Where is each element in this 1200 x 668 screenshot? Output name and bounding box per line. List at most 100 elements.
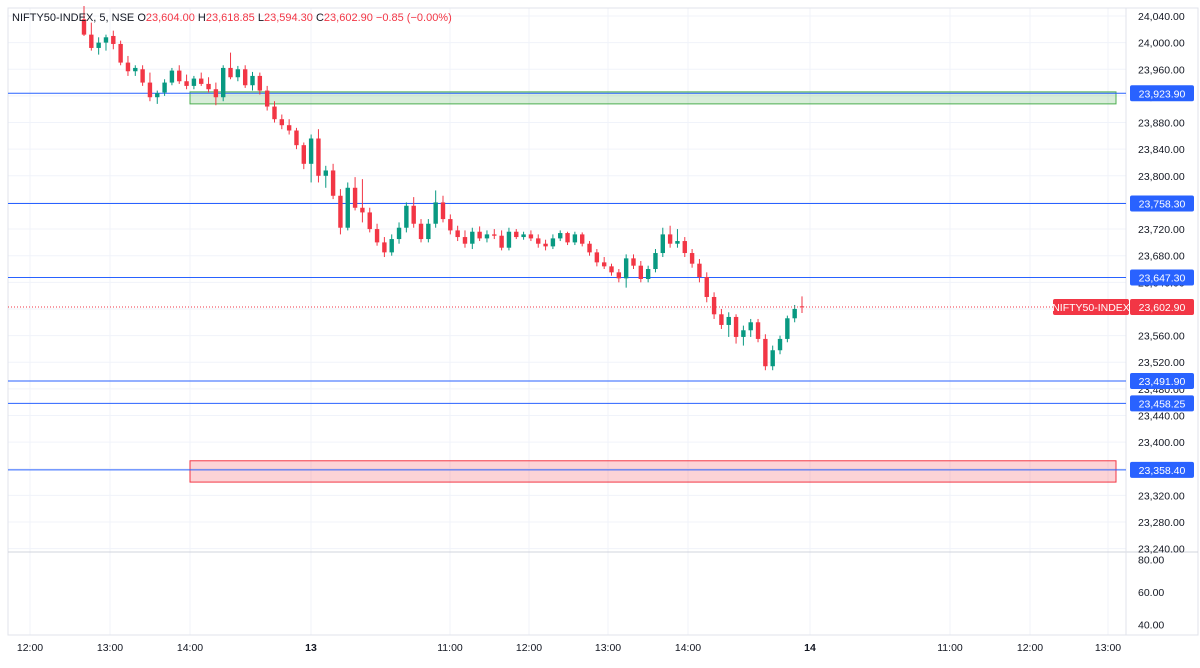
- candle-body: [213, 89, 219, 98]
- candle-body: [272, 106, 277, 120]
- candle-body: [235, 69, 241, 78]
- candle-body: [528, 234, 534, 239]
- candle-body: [792, 308, 797, 319]
- candle-body: [103, 37, 109, 43]
- time-tick-label: 14: [804, 642, 816, 654]
- supply-zone: [189, 91, 1117, 105]
- candle-body: [118, 43, 123, 63]
- candle-body: [506, 231, 512, 248]
- candle-body: [763, 338, 768, 367]
- candle-body: [382, 242, 387, 253]
- candle-body: [484, 234, 490, 239]
- symbol-legend: NIFTY50-INDEX, 5, NSE O23,604.00 H23,618…: [12, 12, 452, 24]
- candle-body: [550, 238, 556, 247]
- candle-body: [587, 243, 592, 253]
- candle-body: [572, 234, 578, 243]
- open-key: O: [137, 12, 146, 24]
- candle-body: [675, 241, 680, 244]
- candle-body: [777, 338, 783, 351]
- candle-body: [594, 252, 600, 263]
- candle-body: [770, 350, 775, 367]
- candle-body: [521, 234, 526, 238]
- price-tick-label: 23,320.00: [1138, 490, 1185, 502]
- candle-body: [411, 205, 416, 224]
- candle-body: [396, 227, 402, 240]
- current-price-tag-label: 23,602.90: [1139, 302, 1186, 314]
- price-tag-label: 23,491.90: [1139, 376, 1186, 388]
- candle-body: [374, 229, 380, 243]
- time-tick-label: 13:00: [595, 642, 621, 654]
- candle-body: [462, 237, 468, 244]
- candle-body: [279, 119, 285, 126]
- price-tag: [1130, 461, 1194, 478]
- candle-body: [316, 138, 321, 176]
- candle-body: [199, 78, 204, 84]
- symbol-price-tag-label: NIFTY50-INDEX: [1052, 302, 1130, 314]
- candle-body: [404, 205, 409, 228]
- close-key: C: [315, 12, 324, 24]
- price-tag-label: 23,923.90: [1139, 88, 1186, 100]
- candle-body: [133, 67, 138, 72]
- candle-body: [286, 125, 292, 131]
- candle-body: [338, 195, 343, 228]
- time-tick-label: 14:00: [177, 642, 203, 654]
- candle-body: [470, 231, 475, 244]
- candle-body: [601, 262, 607, 267]
- candle-body: [785, 318, 790, 339]
- open-value: 23,604.00: [145, 12, 195, 24]
- candle-body: [514, 231, 519, 238]
- candle-body: [191, 78, 197, 86]
- symbol-title[interactable]: NIFTY50-INDEX, 5, NSE: [12, 12, 135, 24]
- price-tag: [1130, 85, 1194, 102]
- time-tick-label: 12:00: [1017, 642, 1043, 654]
- candle-body: [250, 75, 255, 86]
- change-value: −0.85 (−0.00%): [375, 12, 452, 24]
- candle-body: [609, 266, 614, 273]
- indicator-axis[interactable]: 80.00 60.00 40.00: [1138, 554, 1164, 631]
- candle-body: [301, 145, 306, 164]
- candle-body: [477, 231, 482, 239]
- candle-body: [162, 82, 167, 93]
- time-tick-label: 13:00: [1095, 642, 1121, 654]
- time-tick-label: 14:00: [675, 642, 701, 654]
- candle-body: [536, 238, 541, 244]
- candle-body: [580, 234, 585, 244]
- candle-body: [638, 265, 644, 280]
- candle-body: [741, 330, 746, 337]
- candle-body: [111, 35, 116, 44]
- candle-body: [426, 223, 431, 240]
- low-key: L: [257, 12, 264, 24]
- price-tag: [1130, 372, 1194, 389]
- candle-body: [177, 70, 182, 82]
- price-tick-label: 23,680.00: [1138, 251, 1185, 263]
- candle-body: [242, 69, 248, 86]
- candle-body: [389, 239, 394, 253]
- candle-body: [689, 253, 695, 264]
- candle-body: [155, 93, 160, 98]
- price-tick-label: 23,280.00: [1138, 517, 1185, 529]
- demand-zone: [189, 460, 1117, 483]
- current-price-tag: [1130, 299, 1194, 316]
- candle-body: [294, 130, 299, 146]
- indicator-tick-label: 40.00: [1138, 619, 1164, 631]
- candle-body: [440, 202, 446, 220]
- candle-body: [125, 62, 131, 72]
- candle-body: [345, 187, 350, 228]
- time-tick-label: 13:00: [97, 642, 123, 654]
- candle-body: [418, 223, 424, 240]
- candle-body: [704, 277, 709, 297]
- price-axis[interactable]: 24,040.0024,000.0023,960.0023,920.0023,8…: [1138, 11, 1185, 556]
- time-axis[interactable]: 12:00 13:00 14:00 13 11:00 12:00 13:00 14:00 14 1…: [8, 634, 1198, 654]
- candle-body: [433, 202, 438, 224]
- price-tick-label: 23,240.00: [1138, 544, 1185, 556]
- candle-body: [448, 219, 453, 231]
- zones-layer: [189, 91, 1117, 483]
- price-tag: [1130, 269, 1194, 286]
- candle-body: [323, 170, 328, 176]
- horizontal-lines-layer: [8, 92, 1126, 471]
- time-tick-label: 13: [305, 642, 317, 654]
- candle-body: [184, 81, 189, 86]
- candle-body: [623, 258, 629, 279]
